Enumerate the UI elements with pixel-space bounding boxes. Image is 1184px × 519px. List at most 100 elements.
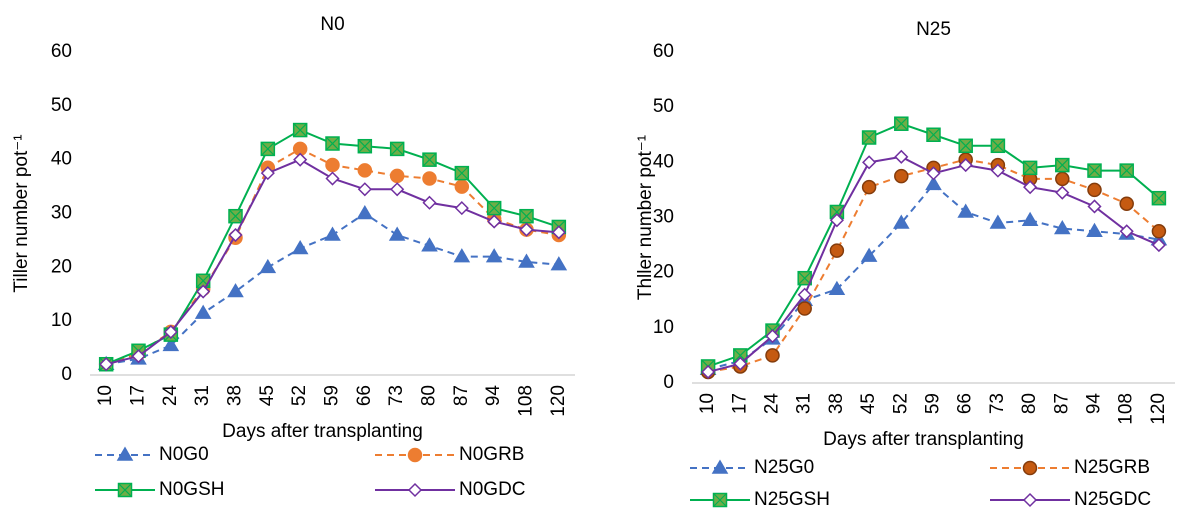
x-tick-label: 80 [1019,393,1040,414]
y-tick-label: 0 [663,372,674,393]
marker [389,168,405,184]
marker [1087,199,1102,214]
marker-cross [455,166,469,180]
marker [989,214,1007,229]
marker [388,226,406,241]
legend-marker [711,459,729,474]
marker-cross [390,142,404,156]
marker [421,237,438,252]
marker [1119,224,1134,239]
marker-cross [423,153,436,167]
marker [828,280,846,295]
marker-cross [487,201,501,215]
x-tick-label: 10 [95,385,116,406]
marker [131,349,146,364]
x-tick-label: 120 [1148,393,1169,425]
marker [797,301,812,316]
y-tick-label: 40 [51,149,72,170]
x-tick-label: 108 [1116,393,1137,425]
x-tick-label: 24 [160,385,181,407]
legend-marker [407,447,423,463]
marker [1021,211,1039,227]
marker [324,226,341,241]
marker [454,165,470,181]
marker [958,158,973,173]
marker [357,138,373,154]
legend-marker [712,492,728,508]
marker [894,168,909,184]
marker-cross [358,139,372,153]
x-tick-label: 59 [322,385,343,406]
marker-cross [991,139,1005,153]
marker [733,356,748,371]
x-tick-label: 45 [858,393,879,414]
x-axis-title: Days after transplanting [222,421,423,442]
marker [325,157,340,173]
y-tick-label: 30 [51,203,72,224]
marker [958,138,973,154]
series-line [707,182,1160,371]
chart-title: N25 [916,19,951,40]
chart-title: N0 [320,14,344,35]
marker [259,258,277,274]
marker [454,179,470,194]
y-tick-label: 50 [653,96,674,117]
marker [486,200,502,216]
x-tick-label: 87 [451,385,472,406]
marker [260,166,275,181]
x-tick-label: 45 [257,385,278,406]
x-tick-label: 108 [516,385,537,417]
marker [1053,220,1071,235]
legend-label: N25GRB [1074,457,1150,478]
legend-label: N0GSH [159,479,224,500]
marker [829,243,845,258]
marker [1055,171,1070,187]
marker [291,240,309,255]
marker [765,329,780,344]
x-tick-label: 73 [987,393,1008,414]
marker [551,225,566,240]
marker [1087,182,1102,198]
marker [357,182,372,197]
marker [260,141,276,157]
marker [765,348,780,363]
marker [292,122,308,138]
marker [518,253,535,268]
marker [860,247,878,262]
x-tick-label: 52 [890,393,911,414]
marker-cross [927,128,940,142]
legend-label: N25GSH [754,489,830,510]
marker-cross [1055,158,1069,172]
marker [1119,196,1134,211]
marker [1055,157,1070,173]
marker [357,163,373,178]
marker [1087,163,1102,178]
marker [1022,160,1038,176]
x-axis-title: Days after transplanting [823,429,1024,450]
marker [926,166,941,181]
marker [228,227,243,243]
marker [925,175,942,191]
marker [926,127,941,142]
marker [519,208,534,224]
x-tick-label: 66 [955,393,976,414]
marker-cross [959,139,973,153]
marker-cross [830,205,844,219]
x-tick-label: 17 [128,385,149,406]
y-tick-label: 40 [653,151,674,172]
x-tick-label: 31 [192,385,213,406]
y-tick-label: 60 [653,41,674,62]
x-tick-label: 38 [826,393,847,414]
legend-label: N25GDC [1074,489,1151,510]
legend-marker [117,482,133,498]
marker [894,116,909,131]
marker-cross [293,123,307,137]
legend-marker [1022,492,1038,508]
marker-cross [118,483,132,497]
x-tick-label: 94 [1084,393,1105,415]
marker-cross [229,209,242,223]
marker [861,130,877,145]
marker [957,203,975,218]
y-tick-label: 0 [61,364,72,385]
